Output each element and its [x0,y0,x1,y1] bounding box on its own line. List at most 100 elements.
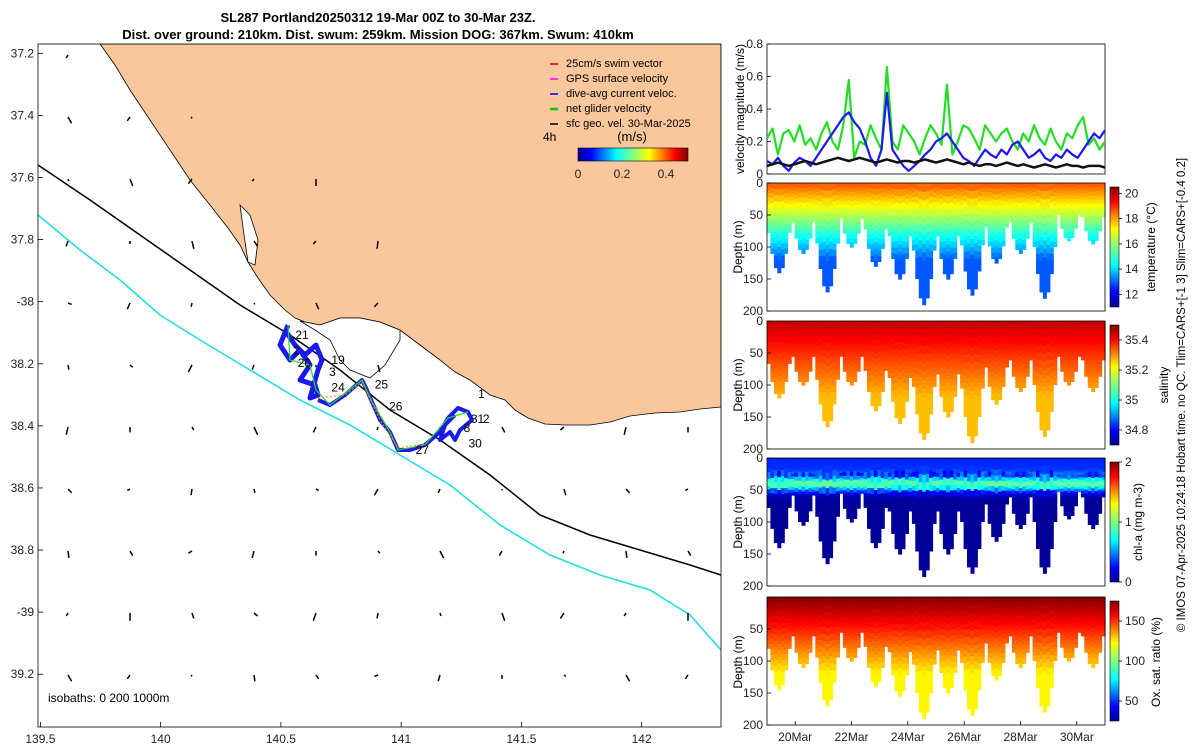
section-cell [1087,359,1092,365]
section-cell [1018,238,1023,244]
section-cell [925,368,930,378]
section-cell [794,324,799,329]
section-cell [1032,237,1037,243]
section-cell [970,321,975,331]
section-cell [1098,473,1103,479]
section-cell [953,463,958,470]
section-cell [798,649,802,655]
section-cell [846,618,851,624]
section-cell [770,183,775,189]
section-cell [1049,321,1054,329]
section-cell [908,209,913,214]
section-cell [787,228,792,233]
section-cell [1077,467,1082,471]
section-cell [853,614,858,620]
section-cell [929,360,934,368]
section-cell [887,469,892,474]
section-cell [870,357,875,364]
section-cell [873,359,878,367]
section-cell [1011,501,1016,506]
section-cell [891,506,896,513]
section-cell [994,529,999,536]
section-cell [898,350,903,359]
section-cell [770,342,775,348]
section-cell [863,607,868,612]
section-cell [853,631,858,637]
section-cell [1015,472,1020,478]
section-cell [1087,462,1092,468]
section-cell [1091,386,1096,392]
section-cell [1029,480,1034,484]
section-cell [767,629,771,635]
section-cell [853,187,858,193]
section-cell [991,343,996,350]
section-cell [1063,490,1068,496]
section-cell [973,353,978,363]
section-cell [887,186,892,192]
section-cell [1036,241,1040,249]
section-cell [1053,348,1058,354]
section-cell [780,189,785,196]
section-cell [884,196,889,200]
section-cell [1101,354,1106,358]
section-cell [777,616,782,625]
oxygen-ylabel: Depth (m) [731,635,745,688]
section-cell [963,375,968,383]
section-cell [932,325,937,331]
section-cell [867,627,871,633]
section-cell [880,326,885,332]
section-cell [853,653,858,658]
section-cell [842,346,847,351]
section-cell [1101,337,1106,341]
section-cell [1087,349,1092,355]
section-cell [915,271,920,279]
section-cell [853,475,858,481]
section-cell [939,242,944,249]
section-cell [836,635,840,641]
section-cell [1029,216,1034,220]
section-cell [1084,324,1089,330]
section-cell [884,496,889,501]
section-cell [977,396,982,404]
section-cell [811,202,816,206]
section-cell [973,458,978,467]
section-cell [773,506,778,513]
section-cell [880,597,885,603]
section-cell [939,188,944,195]
section-cell [880,488,885,494]
section-cell [770,248,775,254]
section-cell [829,356,834,365]
section-cell [1053,489,1058,495]
section-cell [887,608,892,614]
section-cell [922,542,927,552]
section-cell [870,239,875,246]
section-cell [832,219,837,227]
section-cell [911,458,916,464]
section-cell [870,244,875,251]
section-cell [877,250,882,257]
section-cell [777,227,782,235]
section-cell [949,366,954,374]
section-cell [946,499,951,507]
oxygen-clabel: Ox. sat. ratio (%) [1149,617,1163,707]
section-cell [856,193,861,198]
section-cell [770,243,775,249]
section-cell [863,503,868,508]
section-cell [1042,345,1047,355]
section-cell [991,480,996,487]
section-cell [936,198,940,203]
section-cell [1029,354,1034,358]
section-cell [1063,364,1068,369]
section-cell [791,599,796,604]
section-cell [846,368,851,374]
section-cell [987,518,992,524]
colorbar-tick-label: 12 [1125,287,1139,301]
section-cell [905,247,909,254]
section-cell [1008,207,1013,212]
section-cell [925,553,930,563]
section-cell [967,273,971,282]
section-cell [1084,489,1089,495]
section-cell [822,500,827,509]
section-cell [1067,183,1072,188]
section-cell [970,207,975,216]
